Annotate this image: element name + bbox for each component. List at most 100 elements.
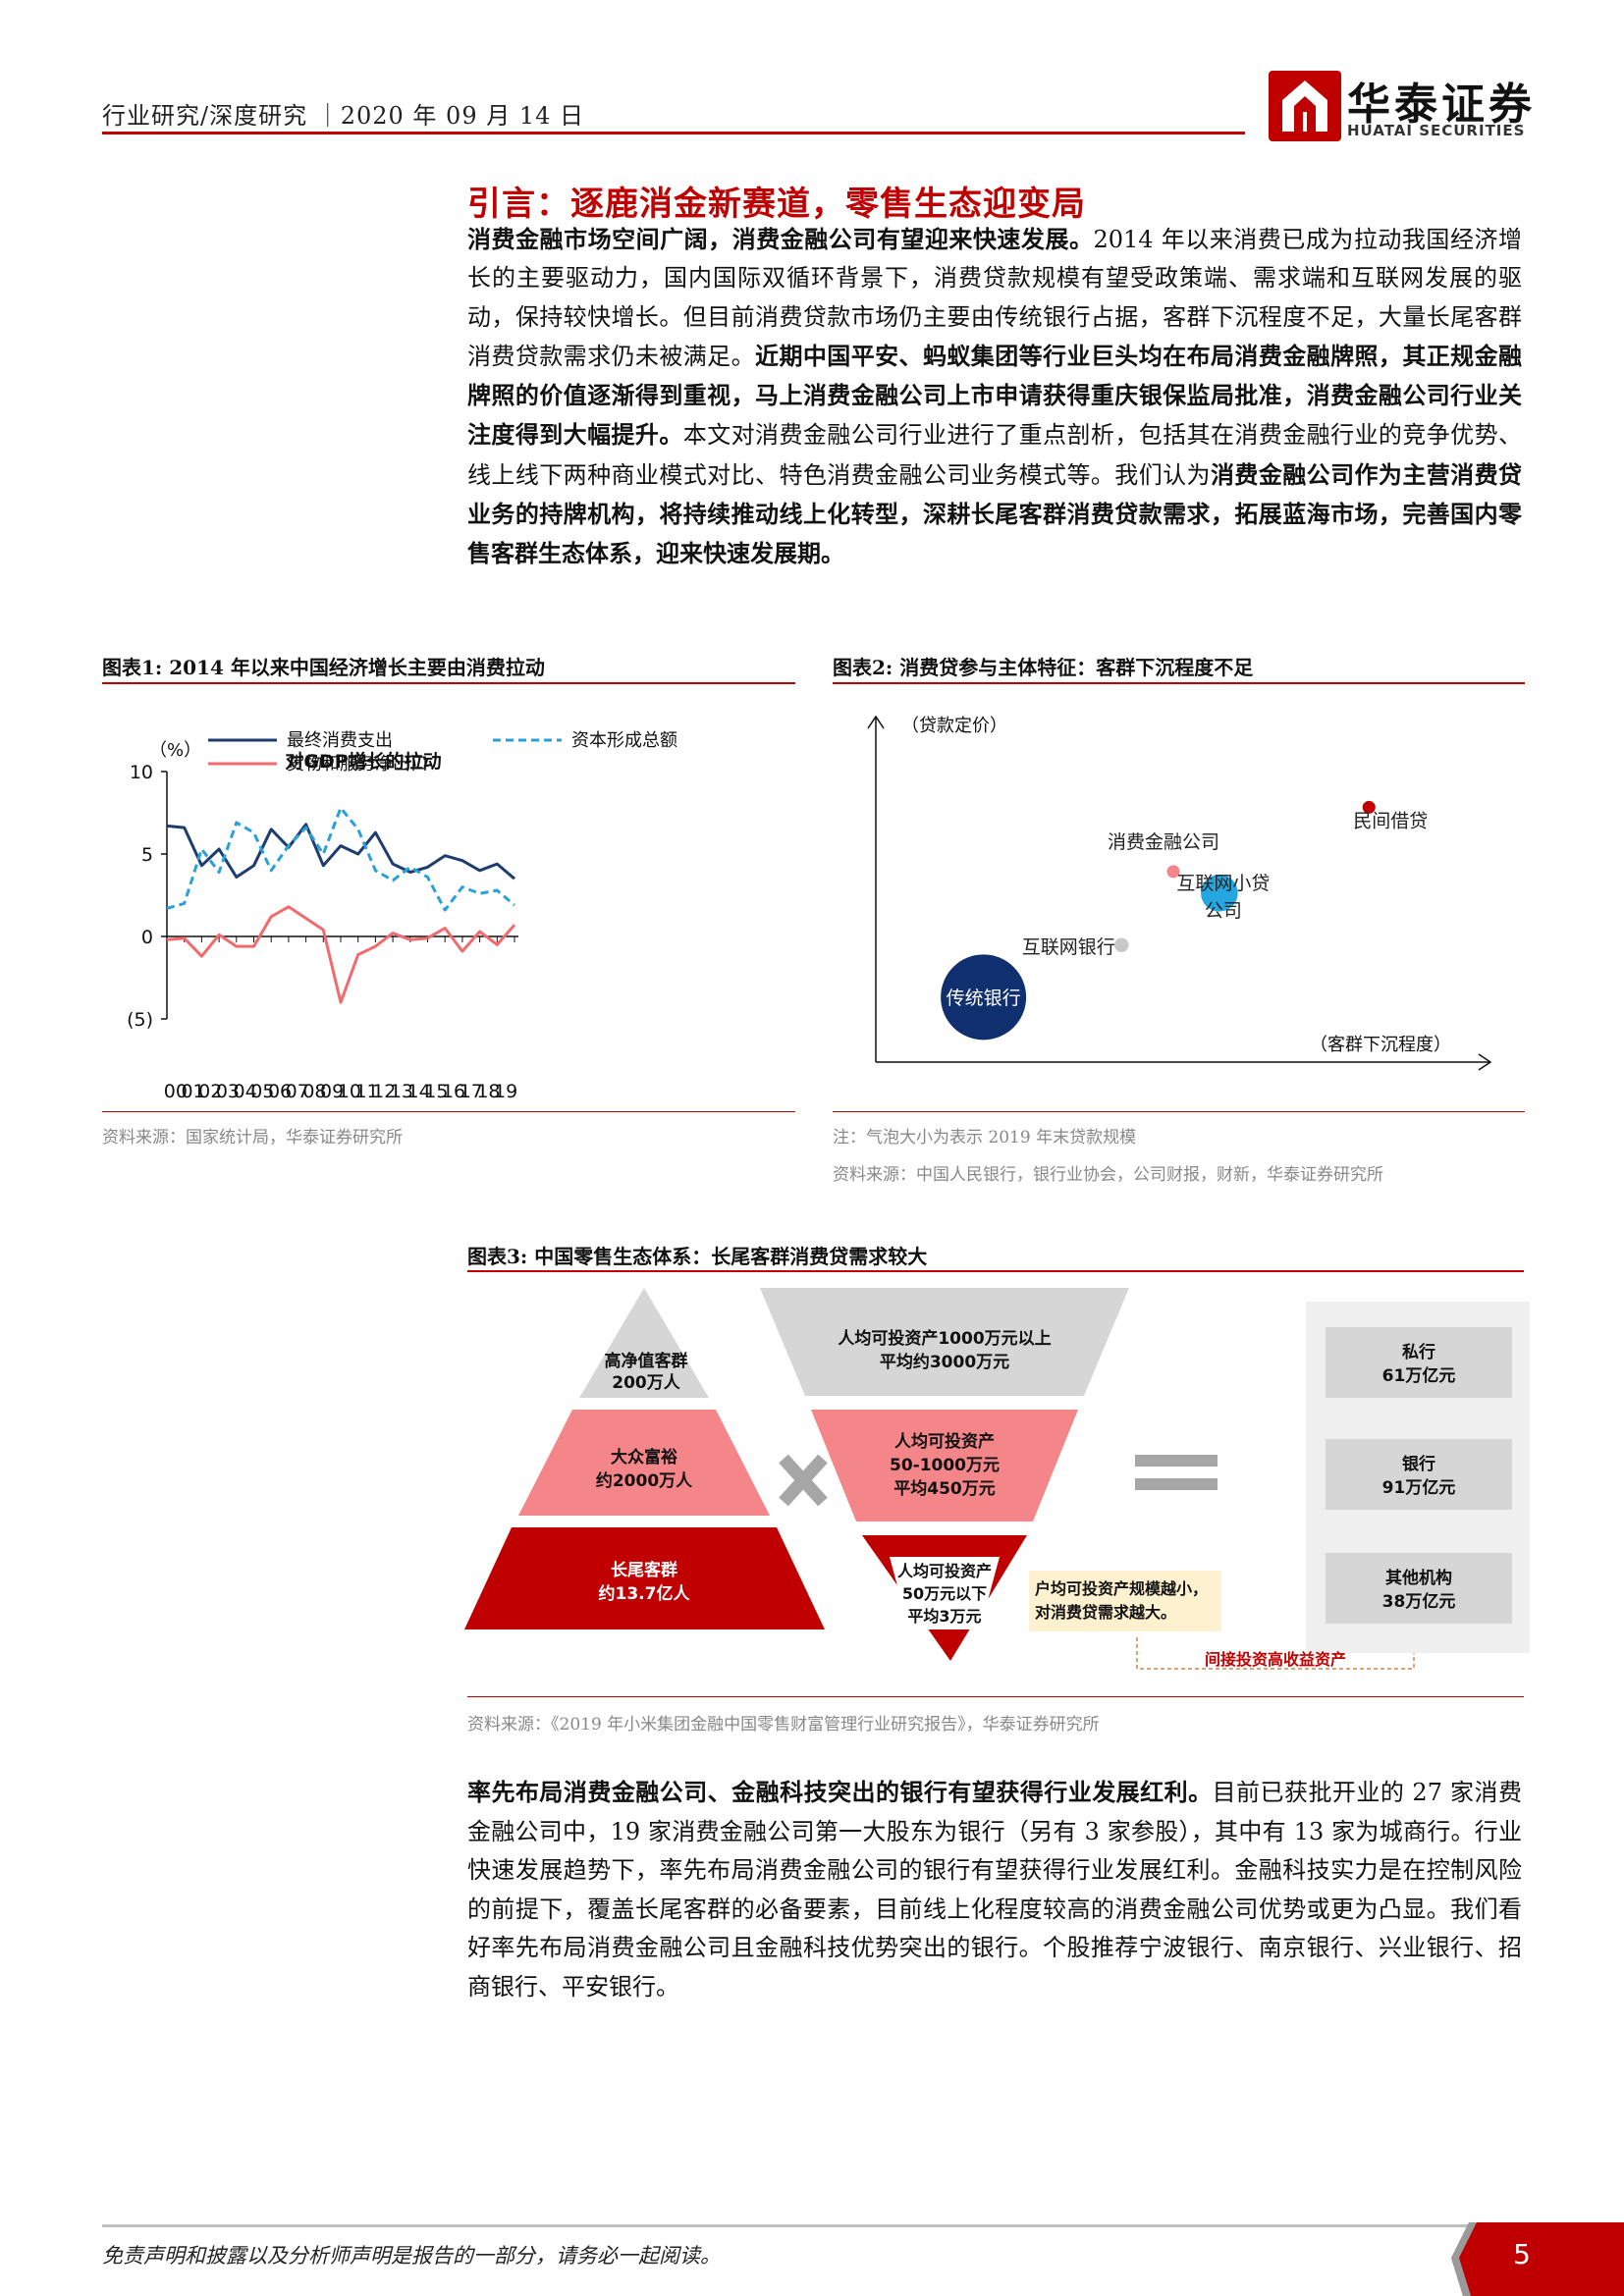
- box-bank-l1: 银行: [1402, 1454, 1435, 1474]
- note-line2: 对消费贷需求越大。: [1035, 1603, 1176, 1622]
- funnel-middle: [811, 1410, 1078, 1522]
- chart1-ytick-label-1: 5: [141, 844, 153, 866]
- note-line1: 户均可投资产规模越小，: [1035, 1579, 1208, 1598]
- chart1-title: 对GDP增长的拉动: [285, 750, 441, 773]
- chart2-x-arrow-icon: [1478, 1053, 1492, 1071]
- box-private-l1: 私行: [1402, 1342, 1435, 1362]
- fig3-diagram: 高净值客群 200万人 大众富裕 约2000万人 长尾客群 约13.7亿人 人均…: [464, 1288, 1530, 1670]
- logo-en: HUATAI SECURITIES: [1347, 122, 1526, 139]
- chart1-series-2: [166, 905, 516, 1004]
- pyramid-bottom: [464, 1527, 825, 1629]
- chart2-bubble-label-1: 互联网银行: [1022, 936, 1115, 958]
- chart1-xtick-label-8: 08: [302, 1081, 326, 1102]
- header-rule: [102, 132, 1245, 134]
- chart1-xtick-label-18: 18: [476, 1081, 500, 1102]
- chart1-ytick-label-0: 10: [130, 762, 153, 783]
- logo-cn: 华泰证券: [1347, 80, 1536, 130]
- funnel-top-l1: 人均可投资产1000万元以上: [838, 1328, 1051, 1349]
- chart2-bubble-label-4: 民间借贷: [1353, 810, 1428, 831]
- equals-icon: [1135, 1455, 1218, 1490]
- dashed-label: 间接投资高收益资产: [1205, 1650, 1346, 1669]
- fig1-bottom-rule: [102, 1111, 795, 1112]
- chart1-legend-label-0: 最终消费支出: [287, 730, 393, 751]
- intro-seg-0: 消费金融市场空间广阔，消费金融公司有望迎来快速发展。: [467, 225, 1094, 253]
- chart1-ylabel: （%）: [149, 740, 201, 761]
- pyramid-mid-l2: 约2000万人: [596, 1470, 693, 1491]
- chart2-bubble-label-3: 互联网小贷: [1176, 873, 1270, 894]
- chart2-bubble-label-3-b: 公司: [1205, 900, 1242, 922]
- chart1-xtick-label-12: 12: [372, 1081, 396, 1102]
- chart2-bubble-1: [1114, 937, 1129, 953]
- box-private-l2: 61万亿元: [1382, 1365, 1456, 1386]
- multiply-icon: [779, 1454, 828, 1507]
- chart1-xtick-label-19: 19: [494, 1081, 517, 1102]
- fig2-caption: 图表2: 消费贷参与主体特征：客群下沉程度不足: [833, 656, 1254, 679]
- pyramid-middle: [518, 1410, 770, 1516]
- funnel-bot-l2: 50万元以下: [902, 1584, 987, 1603]
- intro-seg-1: 2014 年以来消费已成为拉动我国经济增长的主要驱动力，国内国际双循环背景下，消…: [467, 226, 1522, 370]
- intro-seg-2: 近期中国平安、蚂蚁集团等行业巨头均在布局消费金融牌照，其正规金融牌照的价值逐渐得…: [467, 341, 1523, 450]
- fig2-note: 注：气泡大小为表示 2019 年末贷款规模: [833, 1128, 1137, 1148]
- fig2-bottom-rule: [833, 1111, 1525, 1112]
- chart2-bubble-3: [1201, 874, 1238, 912]
- pyramid-mid-l1: 大众富裕: [611, 1447, 677, 1468]
- funnel-bottom-label-bg: [890, 1557, 1000, 1629]
- huatai-logo-icon: [1269, 71, 1341, 141]
- box-other: [1326, 1553, 1512, 1624]
- chart1-xtick-label-5: 05: [250, 1081, 274, 1102]
- chart1-xtick-label-15: 15: [424, 1081, 448, 1102]
- chart1-ytick-label-2: 0: [141, 927, 153, 948]
- intro-paragraph: 消费金融市场空间广阔，消费金融公司有望迎来快速发展。2014 年以来消费已成为拉…: [467, 220, 1522, 574]
- chart2-bubble-4: [1362, 800, 1376, 814]
- pyramid-top-l1: 高净值客群: [605, 1351, 688, 1371]
- fig3-source: 资料来源：《2019 年小米集团金融中国零售财富管理行业研究报告》，华泰证券研究…: [467, 1715, 1100, 1735]
- funnel-mid-l2: 50-1000万元: [890, 1456, 1000, 1475]
- chart2-bubble-label-2: 消费金融公司: [1108, 831, 1219, 853]
- chart1-xtick-label-7: 07: [286, 1081, 309, 1102]
- chart2-bubble-2: [1166, 865, 1180, 879]
- chart1-xtick-label-9: 09: [320, 1081, 344, 1102]
- fig3-rule: [467, 1270, 1524, 1272]
- pyramid-top-l2: 200万人: [612, 1373, 680, 1393]
- p2-seg-0: 率先布局消费金融公司、金融科技突出的银行有望获得行业发展红利。: [467, 1778, 1213, 1806]
- box-other-l1: 其他机构: [1385, 1568, 1452, 1588]
- funnel-mid-l1: 人均可投资产: [894, 1431, 995, 1452]
- fig1-rule: [102, 682, 795, 684]
- chart1-xtick-label-14: 14: [407, 1081, 431, 1102]
- funnel-bot-l3: 平均3万元: [907, 1607, 981, 1626]
- box-bank: [1326, 1439, 1512, 1510]
- footer-rule: [102, 2224, 1477, 2227]
- chart1-xtick-label-2: 02: [198, 1081, 222, 1102]
- note-box: [1029, 1571, 1221, 1631]
- header-breadcrumb: 行业研究/深度研究 ｜2020 年 09 月 14 日: [102, 102, 585, 130]
- page-number-tab: [1451, 2222, 1624, 2296]
- chart1-legend-label-2: 货物和服务净出口: [287, 754, 428, 774]
- fig1-source: 资料来源：国家统计局，华泰证券研究所: [102, 1128, 403, 1148]
- chart1-xtick-label-10: 10: [338, 1081, 361, 1102]
- chart1-legend-label-1: 资本形成总额: [571, 730, 677, 751]
- page-number: 5: [1513, 2238, 1531, 2270]
- chart2-xlabel: （客群下沉程度）: [1310, 1035, 1451, 1055]
- chart1-xtick-label-0: 00: [164, 1081, 188, 1102]
- box-bank-l2: 91万亿元: [1382, 1477, 1456, 1498]
- chart2-bubble-0: [941, 954, 1027, 1041]
- box-other-l2: 38万亿元: [1382, 1591, 1456, 1612]
- fig2-rule: [833, 682, 1525, 684]
- p2-seg-1: 目前已获批开业的 27 家消费金融公司中，19 家消费金融公司第一大股东为银行（…: [467, 1779, 1522, 2001]
- fig3-bottom-rule: [467, 1696, 1524, 1697]
- funnel-bot-l1: 人均可投资产: [897, 1562, 992, 1580]
- dashed-bracket: [1136, 1637, 1415, 1670]
- funnel-top-l2: 平均约3000万元: [880, 1352, 1009, 1372]
- pyramid-top: [579, 1288, 709, 1398]
- chart2-y-arrow-icon: [867, 715, 885, 729]
- pyramid-bot-l1: 长尾客群: [611, 1560, 677, 1580]
- chart1-xtick-label-16: 16: [442, 1081, 465, 1102]
- chart1-series-1: [166, 806, 515, 912]
- chart1-xtick-label-11: 11: [354, 1081, 378, 1102]
- intro-seg-4: 消费金融公司作为主营消费贷业务的持牌机构，将持续推动线上化转型，深耕长尾客群消费…: [467, 459, 1523, 568]
- fig1-caption: 图表1: 2014 年以来中国经济增长主要由消费拉动: [102, 656, 545, 679]
- chart1-xtick-label-17: 17: [460, 1081, 483, 1102]
- chart1-xtick-label-13: 13: [390, 1081, 413, 1102]
